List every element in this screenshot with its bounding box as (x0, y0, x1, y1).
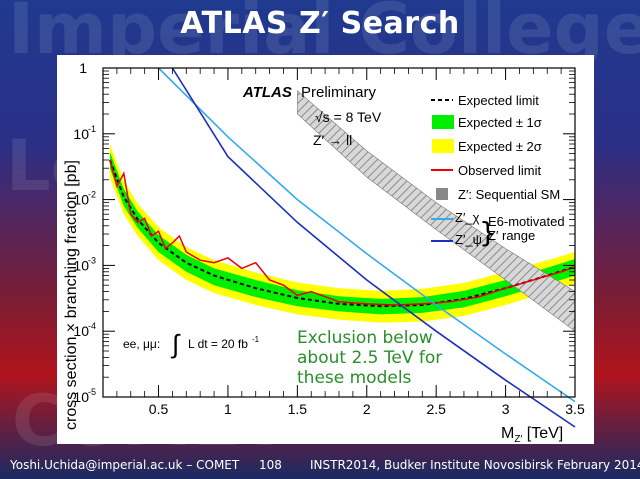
footer-email: Yoshi.Uchida@imperial.ac.uk – COMET (10, 458, 240, 472)
x-tick-label: 1.5 (288, 401, 308, 417)
expected-bands (109, 144, 576, 323)
legend-1sigma-label: Expected ± 1σ (458, 115, 542, 130)
y-tick-label: 10 (73, 126, 89, 142)
axes: 110-110-210-310-410 -50.5 1 1.5 2 2.5 3 3.5 (73, 60, 585, 417)
legend-e6-label: E6-motivated (488, 214, 565, 229)
x-tick-label: 3.5 (565, 401, 585, 417)
y-axis-label: cross section × branching fraction [pb] (63, 160, 80, 430)
x-axis-label: MZ′ [TeV] (501, 425, 563, 444)
exclusion-annotation: Exclusion below about 2.5 TeV for these … (297, 328, 448, 388)
expected-limit-line (108, 159, 576, 308)
lumi-text: L dt = 20 fb (188, 337, 248, 351)
legend-zchi-label: Z′_χ (455, 210, 480, 225)
legend-ssm-swatch (436, 188, 448, 200)
y-tick-exponent: -4 (88, 321, 96, 331)
y-tick-label: 10 (73, 389, 89, 405)
legend-2sigma-label: Expected ± 2σ (458, 139, 542, 154)
x-tick-label: 1 (224, 401, 232, 417)
legend-expected-label: Expected limit (458, 93, 539, 108)
preliminary-label: Preliminary (301, 84, 377, 101)
sqrt-s-label: √s = 8 TeV (315, 109, 382, 125)
integral-sign: ∫ (170, 329, 181, 359)
y-tick-exponent: -3 (88, 255, 96, 265)
y-tick-label: 10 (73, 323, 89, 339)
lumi-exp: -1 (252, 335, 260, 344)
atlas-label: ATLAS (242, 84, 292, 101)
y-tick-exponent: -2 (88, 190, 96, 200)
legend-brace: } (479, 216, 497, 249)
process-label: Z′ → ll (313, 132, 352, 148)
legend-2sigma-swatch (432, 139, 454, 153)
y-tick-exponent: -1 (88, 124, 96, 134)
zpsi-line (171, 67, 576, 428)
x-tick-label: 0.5 (149, 401, 169, 417)
x-tick-label: 2 (363, 401, 371, 417)
legend-zpsi-label: Z′_ψ (455, 232, 482, 247)
x-tick-label: 3 (502, 401, 510, 417)
y-tick-label: 1 (79, 60, 87, 76)
legend-ssm-label: Z′: Sequential SM (458, 187, 560, 202)
legend-observed-label: Observed limit (458, 163, 541, 178)
legend-e6-range-label: Z′ range (488, 228, 535, 243)
slide-title: ATLAS Z′ Search (180, 6, 460, 41)
legend: Expected limit Expected ± 1σ Expected ± … (431, 93, 565, 249)
y-tick-label: 10 (73, 192, 89, 208)
footer-conference: INSTR2014, Budker Institute Novosibirsk … (310, 458, 640, 472)
y-tick-exponent: -5 (88, 387, 96, 397)
y-tick-label: 10 (73, 257, 89, 273)
footer-page-number: 108 (259, 458, 282, 472)
zchi-line (157, 67, 576, 403)
y-axis-label-text: cross section × branching fraction [pb] (63, 160, 80, 430)
exclusion-limit-chart: 110-110-210-310-410 -50.5 1 1.5 2 2.5 3 3.5 cro… (63, 60, 585, 444)
legend-1sigma-swatch (432, 115, 454, 129)
x-tick-label: 2.5 (426, 401, 446, 417)
observed-limit-line (109, 159, 576, 306)
lumi-prefix: ee, μμ: (123, 337, 160, 351)
plot-panel: 1 10 -1 10 -2 10 -3 10 -4 10 -5 0.5 1 1.5 2 2.5 3 3.5 cro… (57, 55, 594, 444)
band-1sigma (109, 151, 576, 315)
